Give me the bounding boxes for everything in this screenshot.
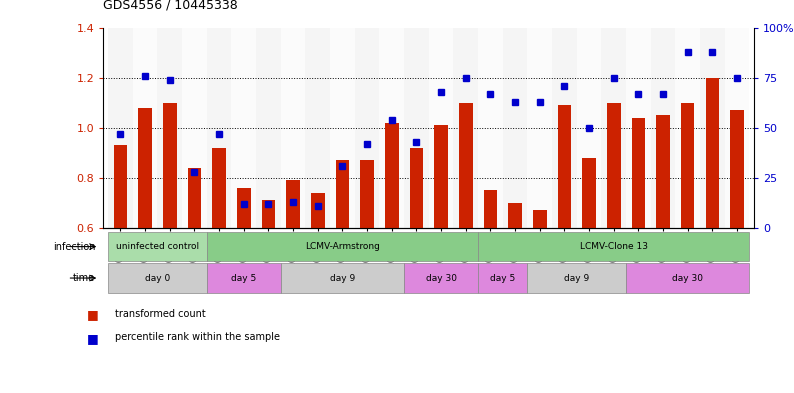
Text: day 9: day 9 (330, 274, 355, 283)
Bar (576, 28, 601, 228)
Bar (651, 28, 676, 228)
Bar (133, 28, 157, 228)
Text: ■: ■ (87, 309, 99, 321)
Text: day 0: day 0 (145, 274, 170, 283)
Bar (404, 28, 429, 228)
Bar (163, 103, 176, 228)
Bar (503, 28, 527, 228)
Bar (108, 28, 133, 228)
Bar (434, 125, 448, 228)
Bar (212, 148, 226, 228)
Bar (287, 180, 300, 228)
Bar (311, 193, 325, 228)
Bar (256, 28, 281, 228)
Text: ■: ■ (87, 332, 99, 345)
Bar (601, 28, 626, 228)
Text: day 30: day 30 (673, 274, 703, 283)
Bar (355, 28, 380, 228)
Text: infection: infection (52, 242, 95, 252)
Bar (114, 145, 127, 228)
Bar (607, 103, 620, 228)
Bar (700, 28, 725, 228)
Bar (380, 28, 404, 228)
Bar (237, 188, 251, 228)
Bar (508, 203, 522, 228)
Bar (262, 200, 276, 228)
Bar (725, 28, 750, 228)
Bar (533, 210, 546, 228)
Bar (676, 28, 700, 228)
Text: time: time (73, 273, 95, 283)
Bar (187, 168, 201, 228)
Text: GDS4556 / 10445338: GDS4556 / 10445338 (103, 0, 238, 12)
Bar (631, 118, 646, 228)
Bar (557, 105, 571, 228)
Text: day 9: day 9 (564, 274, 589, 283)
Bar (552, 28, 576, 228)
Bar (681, 103, 695, 228)
Bar (232, 28, 256, 228)
Bar (582, 158, 596, 228)
Bar (138, 108, 152, 228)
Text: percentile rank within the sample: percentile rank within the sample (115, 332, 280, 342)
Bar (360, 160, 374, 228)
Text: LCMV-Armstrong: LCMV-Armstrong (305, 242, 380, 251)
Bar (410, 148, 423, 228)
Bar (385, 123, 399, 228)
Bar (484, 190, 497, 228)
Bar (730, 110, 744, 228)
Text: transformed count: transformed count (115, 309, 206, 318)
Bar (626, 28, 651, 228)
Bar (478, 28, 503, 228)
Text: day 30: day 30 (426, 274, 457, 283)
Bar (657, 115, 670, 228)
Bar (281, 28, 306, 228)
Bar (330, 28, 355, 228)
Bar (527, 28, 552, 228)
Bar (459, 103, 472, 228)
Text: day 5: day 5 (231, 274, 256, 283)
Bar (182, 28, 206, 228)
Bar (336, 160, 349, 228)
Bar (306, 28, 330, 228)
Text: LCMV-Clone 13: LCMV-Clone 13 (580, 242, 648, 251)
Bar (206, 28, 232, 228)
Bar (706, 78, 719, 228)
Bar (453, 28, 478, 228)
Bar (429, 28, 453, 228)
Text: uninfected control: uninfected control (116, 242, 199, 251)
Bar (157, 28, 182, 228)
Text: day 5: day 5 (490, 274, 515, 283)
